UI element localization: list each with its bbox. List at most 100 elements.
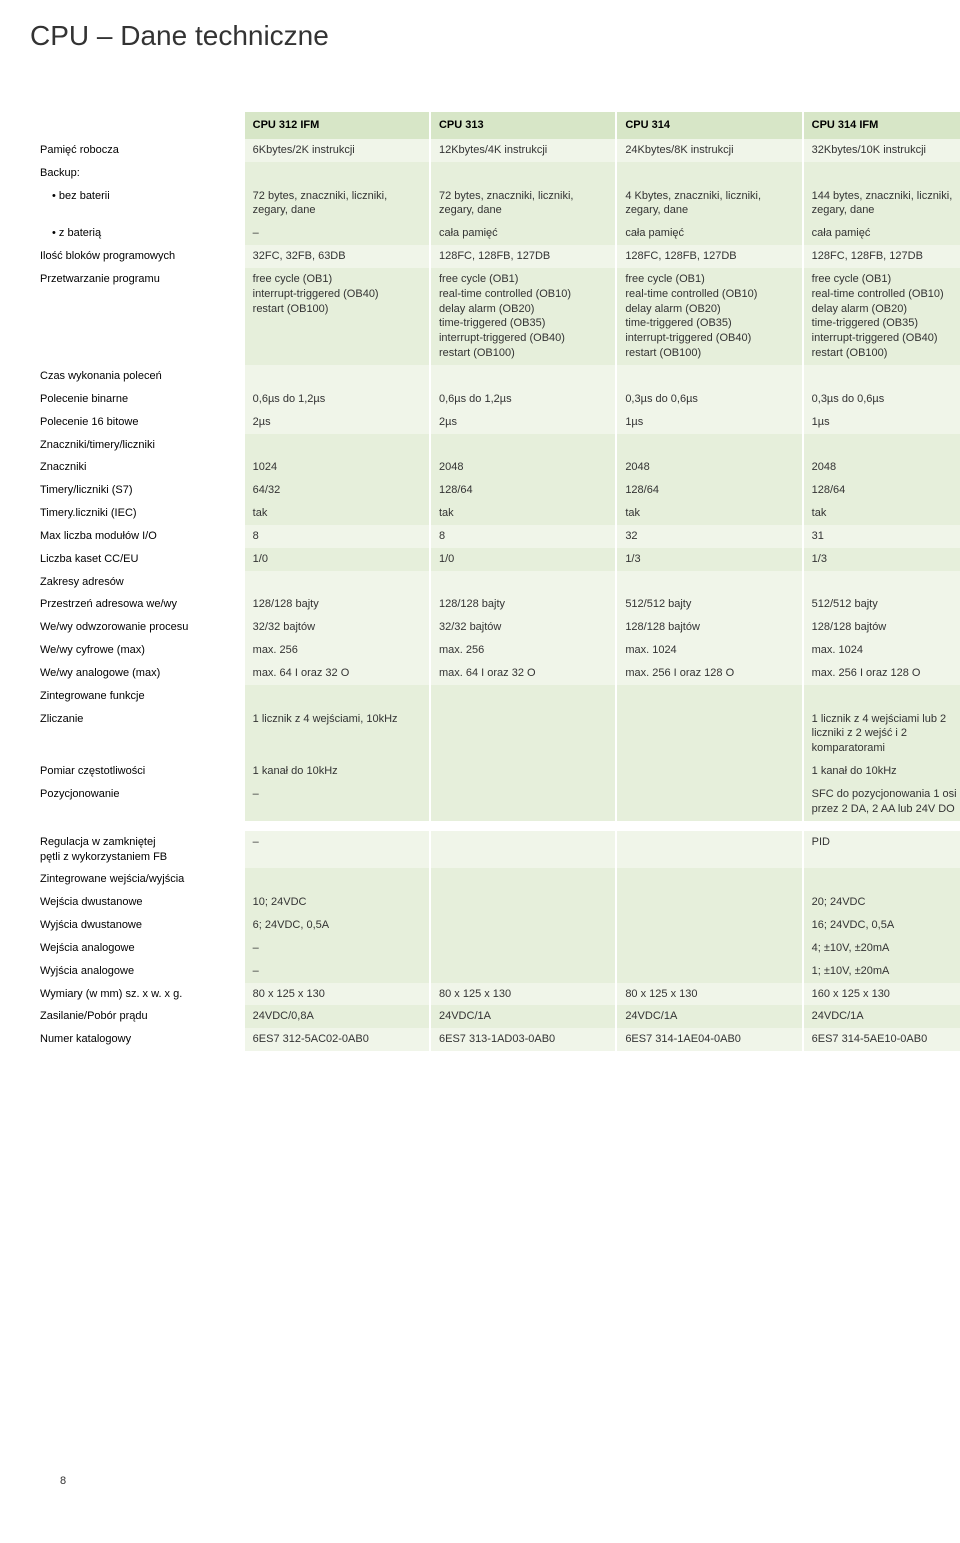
cell: max. 64 I oraz 32 O	[245, 662, 429, 685]
cell: 20; 24VDC	[804, 891, 960, 914]
spec-table: CPU 312 IFM CPU 313 CPU 314 CPU 314 IFM …	[30, 112, 960, 1051]
table-row: Regulacja w zamkniętej pętli z wykorzyst…	[32, 831, 960, 869]
row-label: • z baterią	[32, 222, 243, 245]
table-row: Pozycjonowanie – SFC do pozycjonowania 1…	[32, 783, 960, 821]
table-row: Pomiar częstotliwości 1 kanał do 10kHz 1…	[32, 760, 960, 783]
cell: 128FC, 128FB, 127DB	[804, 245, 960, 268]
cell: max. 256 I oraz 128 O	[617, 662, 801, 685]
cell: tak	[617, 502, 801, 525]
cell: max. 1024	[617, 639, 801, 662]
cell	[431, 960, 615, 983]
cell	[617, 783, 801, 821]
row-label: Backup:	[32, 162, 243, 185]
col-hdr: CPU 313	[431, 112, 615, 139]
row-label: Zasilanie/Pobór prądu	[32, 1005, 243, 1028]
row-label: Pomiar częstotliwości	[32, 760, 243, 783]
cell: 0,6µs do 1,2µs	[431, 388, 615, 411]
cell	[431, 914, 615, 937]
cell: 64/32	[245, 479, 429, 502]
table-row: We/wy odwzorowanie procesu 32/32 bajtów …	[32, 616, 960, 639]
cell: 2048	[617, 456, 801, 479]
page-title: CPU – Dane techniczne	[30, 20, 960, 52]
cell: 128FC, 128FB, 127DB	[431, 245, 615, 268]
table-row: Przetwarzanie programu free cycle (OB1) …	[32, 268, 960, 365]
cell: 1 kanał do 10kHz	[804, 760, 960, 783]
table-row: Wejścia dwustanowe 10; 24VDC 20; 24VDC	[32, 891, 960, 914]
row-label: Znaczniki	[32, 456, 243, 479]
cell: 2µs	[431, 411, 615, 434]
table-row: Zakresy adresów	[32, 571, 960, 594]
cell: 2µs	[245, 411, 429, 434]
table-row: Wyjścia analogowe – 1; ±10V, ±20mA	[32, 960, 960, 983]
cell: 31	[804, 525, 960, 548]
row-label: Wejścia analogowe	[32, 937, 243, 960]
cell: cała pamięć	[804, 222, 960, 245]
cell: 16; 24VDC, 0,5A	[804, 914, 960, 937]
table-row: Przestrzeń adresowa we/wy 128/128 bajty …	[32, 593, 960, 616]
cell: PID	[804, 831, 960, 869]
cell: 144 bytes, znaczniki, liczniki, zegary, …	[804, 185, 960, 223]
row-label: Polecenie binarne	[32, 388, 243, 411]
table-row: Wymiary (w mm) sz. x w. x g. 80 x 125 x …	[32, 983, 960, 1006]
cell: 32	[617, 525, 801, 548]
page-number: 8	[60, 1475, 66, 1487]
cell: cała pamięć	[617, 222, 801, 245]
row-label: We/wy cyfrowe (max)	[32, 639, 243, 662]
cell: 4; ±10V, ±20mA	[804, 937, 960, 960]
cell	[431, 891, 615, 914]
table-row: Znaczniki 1024 2048 2048 2048	[32, 456, 960, 479]
cell: 128/64	[431, 479, 615, 502]
cell: 128/64	[804, 479, 960, 502]
cell	[617, 937, 801, 960]
cell	[617, 708, 801, 761]
cell: 6; 24VDC, 0,5A	[245, 914, 429, 937]
cell	[431, 783, 615, 821]
table-row: Zasilanie/Pobór prądu 24VDC/0,8A 24VDC/1…	[32, 1005, 960, 1028]
col-hdr: CPU 314	[617, 112, 801, 139]
cell: 80 x 125 x 130	[617, 983, 801, 1006]
table-row: Max liczba modułów I/O 8 8 32 31	[32, 525, 960, 548]
row-label: We/wy analogowe (max)	[32, 662, 243, 685]
cell: 24VDC/1A	[617, 1005, 801, 1028]
table-row: • bez baterii 72 bytes, znaczniki, liczn…	[32, 185, 960, 223]
cell: –	[245, 783, 429, 821]
cell: 24VDC/1A	[431, 1005, 615, 1028]
row-label: Przetwarzanie programu	[32, 268, 243, 365]
cell	[617, 891, 801, 914]
row-label: Zakresy adresów	[32, 571, 243, 594]
table-row: Zliczanie 1 licznik z 4 wejściami, 10kHz…	[32, 708, 960, 761]
cell: 10; 24VDC	[245, 891, 429, 914]
cell: 8	[431, 525, 615, 548]
cell: 128/128 bajty	[431, 593, 615, 616]
cell	[617, 914, 801, 937]
cell: tak	[245, 502, 429, 525]
cell: 1/0	[245, 548, 429, 571]
cell: 1 licznik z 4 wejściami, 10kHz	[245, 708, 429, 761]
cell: 0,6µs do 1,2µs	[245, 388, 429, 411]
cell: 32/32 bajtów	[245, 616, 429, 639]
row-label: Pozycjonowanie	[32, 783, 243, 821]
table-row: Timery/liczniki (S7) 64/32 128/64 128/64…	[32, 479, 960, 502]
cell: –	[245, 937, 429, 960]
row-label: Znaczniki/timery/liczniki	[32, 434, 243, 457]
row-label: Timery.liczniki (IEC)	[32, 502, 243, 525]
cell	[617, 960, 801, 983]
cell: max. 256 I oraz 128 O	[804, 662, 960, 685]
cell: 32FC, 32FB, 63DB	[245, 245, 429, 268]
cell: max. 256	[431, 639, 615, 662]
cell: 1/3	[804, 548, 960, 571]
table-row: Znaczniki/timery/liczniki	[32, 434, 960, 457]
cell: 6Kbytes/2K instrukcji	[245, 139, 429, 162]
cell: free cycle (OB1) interrupt-triggered (OB…	[245, 268, 429, 365]
row-label: We/wy odwzorowanie procesu	[32, 616, 243, 639]
table-header: CPU 312 IFM CPU 313 CPU 314 CPU 314 IFM	[32, 112, 960, 139]
cell: 1/0	[431, 548, 615, 571]
cell: 512/512 bajty	[617, 593, 801, 616]
cell: free cycle (OB1) real-time controlled (O…	[804, 268, 960, 365]
cell: 24Kbytes/8K instrukcji	[617, 139, 801, 162]
cell	[617, 831, 801, 869]
cell: 80 x 125 x 130	[431, 983, 615, 1006]
table-row: We/wy cyfrowe (max) max. 256 max. 256 ma…	[32, 639, 960, 662]
cell: 32Kbytes/10K instrukcji	[804, 139, 960, 162]
table-row: We/wy analogowe (max) max. 64 I oraz 32 …	[32, 662, 960, 685]
